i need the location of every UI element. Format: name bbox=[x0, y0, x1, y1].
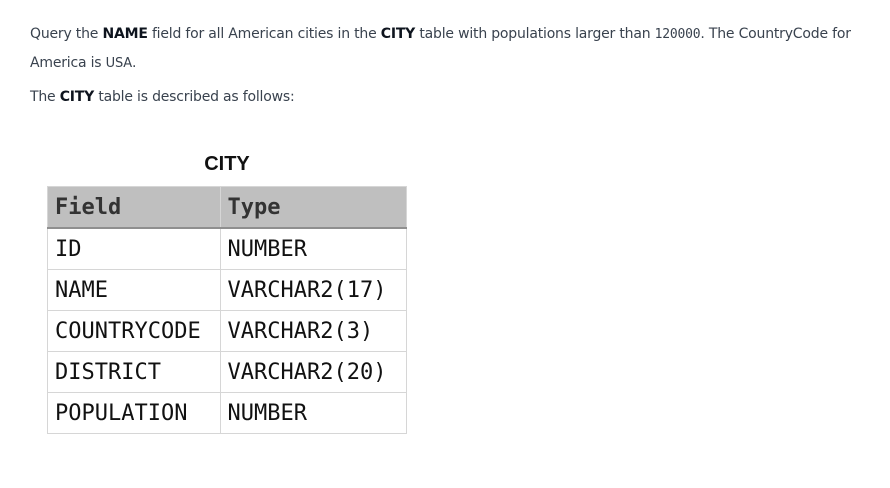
text-fragment: table is described as follows: bbox=[94, 89, 295, 105]
text-fragment: field for all American cities in the bbox=[147, 26, 381, 42]
population-threshold: 120000 bbox=[654, 27, 701, 42]
text-fragment: The bbox=[30, 89, 60, 105]
type-cell: VARCHAR2(20) bbox=[219, 351, 407, 393]
table-name-highlight: CITY bbox=[59, 89, 95, 105]
problem-paragraph-2: The CITY table is described as follows: bbox=[30, 83, 870, 111]
table-row: NAME VARCHAR2(17) bbox=[47, 269, 407, 311]
type-cell: NUMBER bbox=[219, 227, 407, 270]
table-row: POPULATION NUMBER bbox=[47, 392, 407, 434]
text-fragment: . The CountryCode for America is bbox=[30, 26, 851, 71]
problem-statement: Query the NAME field for all American ci… bbox=[30, 20, 870, 116]
header-field: Field bbox=[47, 186, 221, 229]
city-schema-table: Field Type ID NUMBER NAME VARCHAR2(17) C… bbox=[47, 186, 407, 434]
field-name-highlight: NAME bbox=[102, 26, 148, 42]
city-table-block: CITY Field Type ID NUMBER NAME VARCHAR2(… bbox=[47, 150, 407, 434]
problem-paragraph-1: Query the NAME field for all American ci… bbox=[30, 20, 870, 78]
table-row: ID NUMBER bbox=[47, 227, 407, 270]
text-fragment: table with populations larger than bbox=[415, 26, 655, 42]
text-fragment: . bbox=[131, 55, 137, 71]
country-code-value: USA bbox=[105, 56, 133, 71]
type-cell: VARCHAR2(3) bbox=[219, 310, 407, 352]
header-type: Type bbox=[219, 186, 407, 229]
field-cell: ID bbox=[47, 227, 221, 270]
field-cell: NAME bbox=[47, 269, 221, 311]
text-fragment: Query the bbox=[30, 26, 103, 42]
table-title: CITY bbox=[204, 153, 250, 175]
field-cell: DISTRICT bbox=[47, 351, 221, 393]
type-cell: NUMBER bbox=[219, 392, 407, 434]
table-name-highlight: CITY bbox=[380, 26, 416, 42]
table-row: COUNTRYCODE VARCHAR2(3) bbox=[47, 310, 407, 352]
type-cell: VARCHAR2(17) bbox=[219, 269, 407, 311]
table-header-row: Field Type bbox=[47, 186, 407, 229]
field-cell: COUNTRYCODE bbox=[47, 310, 221, 352]
table-row: DISTRICT VARCHAR2(20) bbox=[47, 351, 407, 393]
field-cell: POPULATION bbox=[47, 392, 221, 434]
